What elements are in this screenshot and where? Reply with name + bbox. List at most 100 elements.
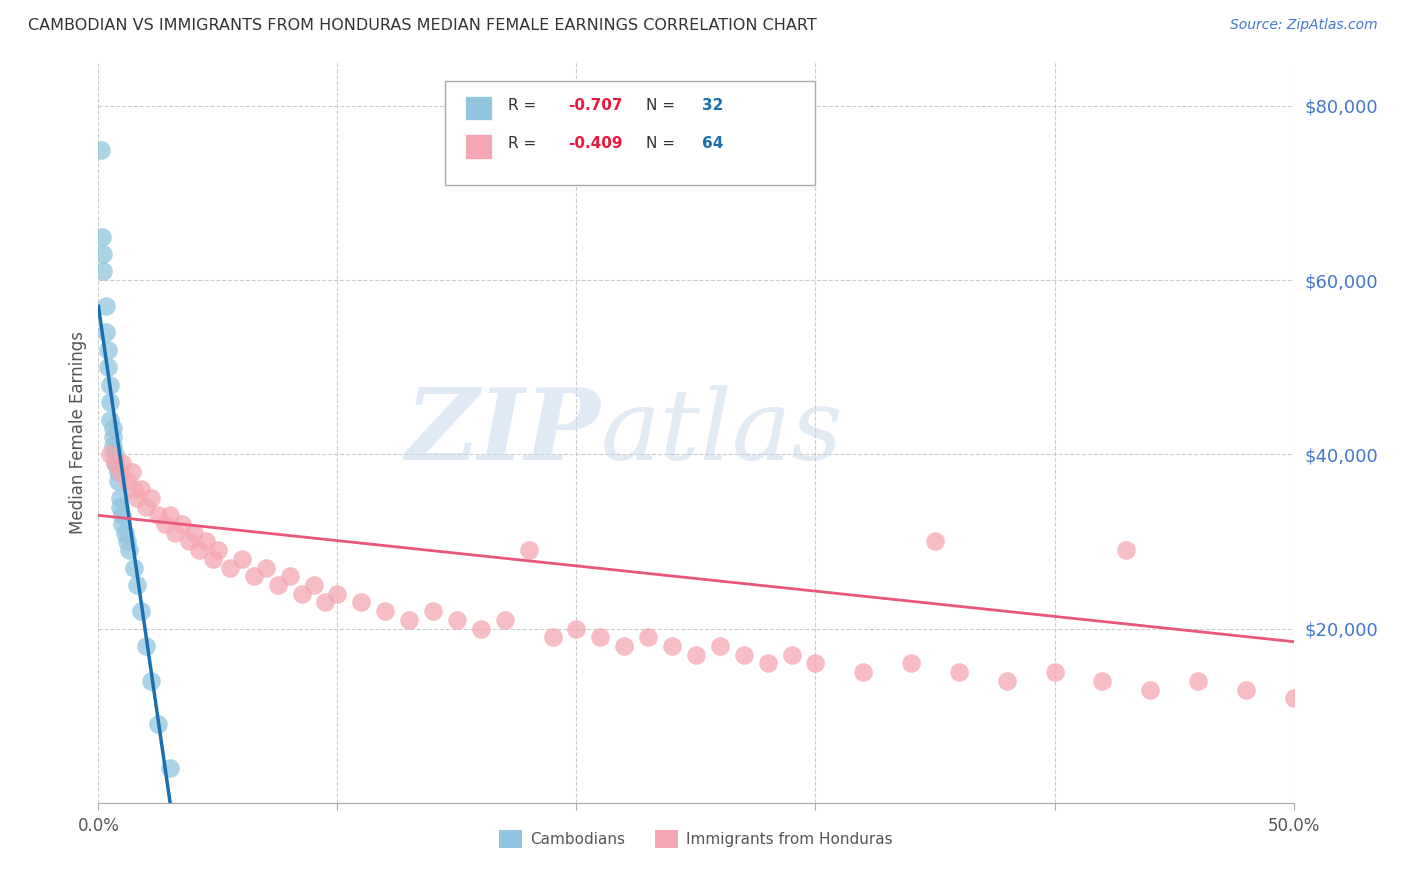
Point	[685, 648, 707, 662]
Point	[135, 639, 157, 653]
Point	[124, 560, 146, 574]
Point	[315, 595, 337, 609]
Y-axis label: Median Female Earnings: Median Female Earnings	[69, 331, 87, 534]
Point	[125, 491, 148, 505]
Point	[422, 604, 444, 618]
Point	[231, 552, 253, 566]
Text: 32: 32	[702, 98, 723, 113]
Point	[108, 465, 131, 479]
Point	[302, 578, 325, 592]
Point	[148, 717, 170, 731]
Point	[278, 569, 301, 583]
Text: R =: R =	[509, 98, 541, 113]
Point	[98, 447, 122, 461]
Point	[709, 639, 731, 653]
Point	[613, 639, 636, 653]
Point	[900, 657, 922, 671]
Text: N =: N =	[645, 136, 679, 152]
Point	[107, 474, 129, 488]
Point	[350, 595, 373, 609]
Text: R =: R =	[509, 136, 541, 152]
Point	[179, 534, 201, 549]
Point	[101, 439, 124, 453]
Point	[104, 456, 127, 470]
Point	[155, 517, 177, 532]
Point	[948, 665, 970, 680]
Point	[98, 395, 122, 409]
Point	[517, 543, 540, 558]
Point	[98, 412, 122, 426]
Point	[115, 474, 138, 488]
Point	[202, 552, 225, 566]
Point	[254, 560, 277, 574]
Point	[565, 622, 588, 636]
Point	[326, 587, 349, 601]
Text: CAMBODIAN VS IMMIGRANTS FROM HONDURAS MEDIAN FEMALE EARNINGS CORRELATION CHART: CAMBODIAN VS IMMIGRANTS FROM HONDURAS ME…	[28, 18, 817, 33]
Point	[756, 657, 779, 671]
Point	[98, 377, 122, 392]
Point	[111, 456, 134, 470]
Point	[1234, 682, 1257, 697]
Legend: Cambodians, Immigrants from Honduras: Cambodians, Immigrants from Honduras	[494, 823, 898, 855]
FancyBboxPatch shape	[446, 81, 815, 185]
Point	[924, 534, 946, 549]
Point	[159, 508, 181, 523]
Point	[470, 622, 492, 636]
FancyBboxPatch shape	[465, 95, 492, 120]
Point	[589, 630, 612, 644]
Point	[107, 465, 129, 479]
Point	[267, 578, 290, 592]
Point	[219, 560, 242, 574]
Text: Source: ZipAtlas.com: Source: ZipAtlas.com	[1230, 18, 1378, 32]
Point	[1091, 673, 1114, 688]
Point	[163, 525, 186, 540]
Point	[1043, 665, 1066, 680]
Text: atlas: atlas	[600, 385, 844, 480]
Point	[114, 525, 136, 540]
Point	[135, 500, 157, 514]
Text: N =: N =	[645, 98, 679, 113]
Point	[91, 264, 114, 278]
Point	[125, 578, 148, 592]
Point	[1139, 682, 1161, 697]
Point	[111, 508, 134, 523]
Point	[131, 482, 153, 496]
Point	[131, 604, 153, 618]
Point	[91, 247, 114, 261]
Point	[108, 500, 131, 514]
Point	[94, 326, 117, 340]
Point	[90, 143, 112, 157]
Point	[243, 569, 266, 583]
Point	[121, 465, 143, 479]
Point	[494, 613, 516, 627]
Point	[661, 639, 683, 653]
Point	[780, 648, 803, 662]
Point	[804, 657, 827, 671]
Point	[91, 229, 114, 244]
Point	[172, 517, 194, 532]
Point	[101, 421, 124, 435]
Point	[207, 543, 229, 558]
Point	[124, 482, 146, 496]
Text: -0.409: -0.409	[568, 136, 623, 152]
Text: -0.707: -0.707	[568, 98, 623, 113]
Point	[733, 648, 755, 662]
Point	[291, 587, 314, 601]
FancyBboxPatch shape	[465, 135, 492, 159]
Point	[108, 491, 131, 505]
Point	[852, 665, 875, 680]
Point	[148, 508, 170, 523]
Point	[104, 456, 127, 470]
Point	[1282, 691, 1305, 706]
Point	[97, 343, 120, 357]
Point	[374, 604, 396, 618]
Point	[139, 491, 162, 505]
Point	[101, 430, 124, 444]
Text: 64: 64	[702, 136, 723, 152]
Point	[541, 630, 564, 644]
Point	[995, 673, 1018, 688]
Point	[115, 534, 138, 549]
Point	[187, 543, 209, 558]
Point	[398, 613, 420, 627]
Point	[104, 447, 127, 461]
